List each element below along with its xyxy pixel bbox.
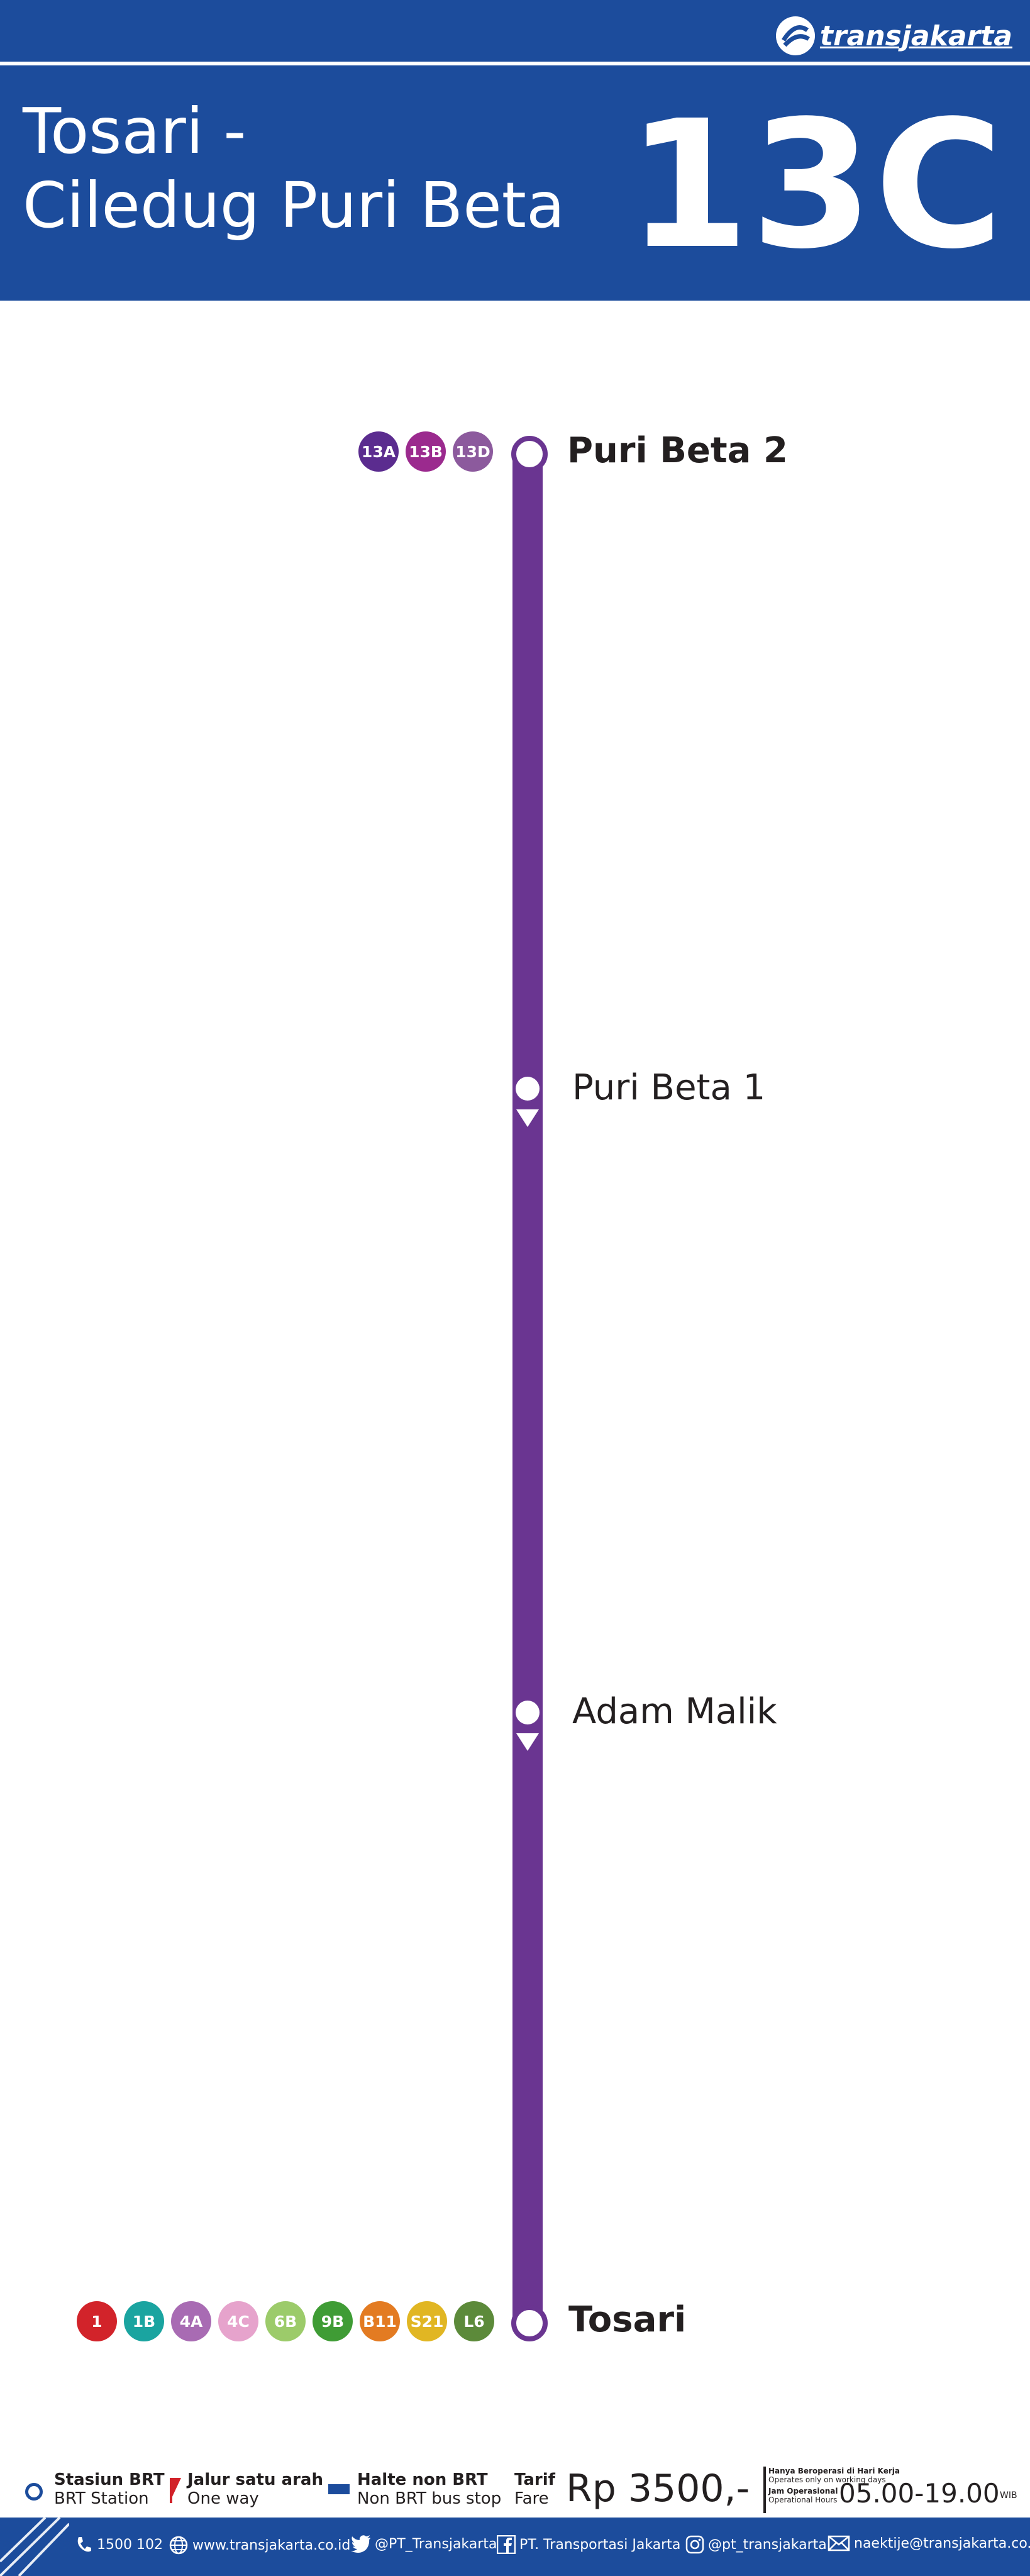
transfer-badge-b11: B11 <box>360 2301 400 2341</box>
header-divider <box>0 62 1030 65</box>
transfer-badge-13a: 13A <box>358 431 399 472</box>
transfer-badge-s21: S21 <box>407 2301 447 2341</box>
one-way-arrow-icon <box>516 1109 539 1127</box>
transfer-badge-l6: L6 <box>454 2301 494 2341</box>
transfer-badge-6b: 6B <box>265 2301 306 2341</box>
brand-name: transjakarta <box>819 19 1012 52</box>
transfer-badge-1: 1 <box>77 2301 117 2341</box>
station-label-puri-beta-1: Puri Beta 1 <box>572 1067 766 1108</box>
legend-one-way: Jalur satu arah One way <box>187 2470 323 2508</box>
transfer-badge-4a: 4A <box>171 2301 211 2341</box>
route-code: 13C <box>626 83 1005 288</box>
corner-decoration-icon <box>0 2518 69 2576</box>
legend-brt-station: Stasiun BRT BRT Station <box>54 2470 165 2508</box>
hours-label: Jam Operasional <box>768 2487 838 2496</box>
hours-label-en: Operational Hours <box>768 2496 838 2504</box>
station-label-adam-malik: Adam Malik <box>572 1691 777 1732</box>
one-way-arrow-icon <box>516 1733 539 1751</box>
legend-non-brt-stop: Halte non BRT Non BRT bus stop <box>357 2470 502 2508</box>
transfer-badge-1b: 1B <box>124 2301 164 2341</box>
contact-phone[interactable]: 1500 102 <box>74 2535 163 2554</box>
transjakarta-logo: transjakarta <box>775 14 1012 58</box>
route-header: transjakarta Tosari - Ciledug Puri Beta … <box>0 0 1030 301</box>
route-title: Tosari - Ciledug Puri Beta <box>23 94 565 243</box>
transjakarta-logo-icon <box>775 16 815 55</box>
transfer-badge-4c: 4C <box>218 2301 258 2341</box>
station-label-puri-beta-2: Puri Beta 2 <box>567 430 788 471</box>
route-title-line-2: Ciledug Puri Beta <box>23 169 565 242</box>
contact-email[interactable]: naektije@transjakarta.co.id <box>828 2535 1030 2551</box>
contact-instagram[interactable]: @pt_transjakarta <box>685 2535 827 2554</box>
transfer-badge-13b: 13B <box>406 431 446 472</box>
workdays-label-en: Operates only on working days <box>768 2475 886 2484</box>
legend: Stasiun BRT BRT Station Jalur satu arah … <box>0 2453 1030 2516</box>
brt-station-icon <box>25 2483 43 2501</box>
stop-marker-adam-malik <box>516 1701 540 1724</box>
globe-icon <box>169 2536 188 2555</box>
one-way-flag-icon <box>171 2478 181 2499</box>
timezone: WIB <box>1000 2490 1017 2501</box>
contact-twitter[interactable]: @PT_Transjakarta <box>351 2535 497 2553</box>
envelope-icon <box>828 2535 850 2551</box>
transfer-badge-9b: 9B <box>313 2301 353 2341</box>
legend-fare: Tarif Fare <box>514 2470 555 2508</box>
contact-website[interactable]: www.transjakarta.co.id <box>169 2535 350 2555</box>
instagram-icon <box>685 2535 704 2554</box>
contact-facebook[interactable]: PT. Transportasi Jakarta <box>497 2535 680 2554</box>
phone-icon <box>77 2537 91 2552</box>
terminal-marker-tosari <box>511 2305 548 2341</box>
operating-hours: 05.00-19.00 <box>839 2478 1000 2509</box>
non-brt-stop-icon <box>328 2484 350 2494</box>
hours-divider <box>763 2467 766 2513</box>
route-line <box>512 452 543 2322</box>
transfer-badge-13d: 13D <box>453 431 493 472</box>
stop-marker-puri-beta-1 <box>516 1077 540 1101</box>
twitter-icon <box>351 2535 370 2553</box>
station-label-tosari: Tosari <box>568 2299 687 2340</box>
facebook-icon <box>497 2535 516 2554</box>
fare-amount: Rp 3500,- <box>566 2467 750 2511</box>
contact-bar: 1500 102 www.transjakarta.co.id @PT_Tran… <box>0 2518 1030 2576</box>
route-title-line-1: Tosari - <box>23 94 246 168</box>
terminal-marker-puri-beta-2 <box>511 436 548 472</box>
workdays-label: Hanya Beroperasi di Hari Kerja <box>768 2467 900 2475</box>
